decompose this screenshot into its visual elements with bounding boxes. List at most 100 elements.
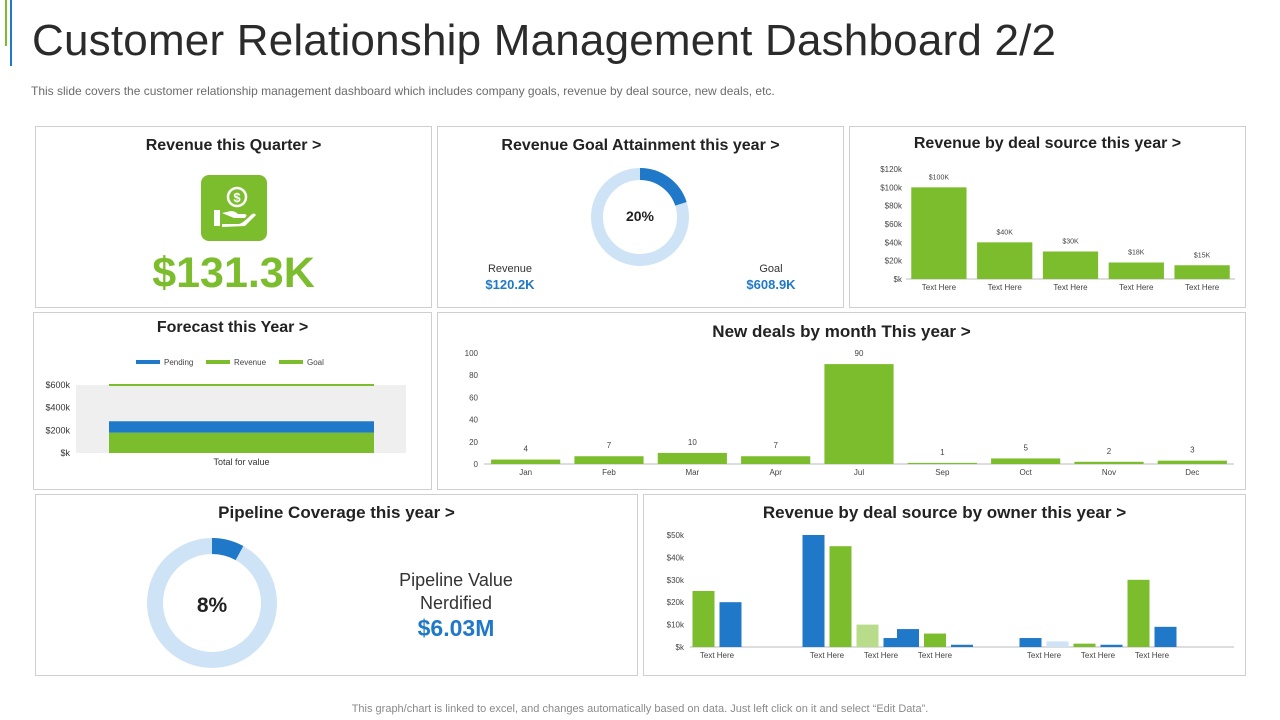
new-deals-chart: 0 20 40 60 80 100 4 Jan 7 Feb 10 Mar 7 Apr 90 Jul 1 Sep 5 O…: [465, 349, 1234, 477]
y-tick-label: $10k: [667, 621, 685, 630]
bar: [911, 187, 967, 279]
x-tick-label: Dec: [1185, 468, 1199, 477]
pipeline-donut-progress: [147, 538, 277, 668]
page-title: Customer Relationship Management Dashboa…: [32, 16, 1057, 65]
data-label: $40K: [997, 229, 1014, 236]
bar: [907, 462, 977, 464]
bar: [1157, 460, 1227, 464]
bar: [924, 633, 946, 647]
data-label: 2: [1107, 447, 1112, 456]
x-tick-label: Text Here: [918, 651, 953, 660]
y-tick-label: $40k: [885, 238, 903, 247]
data-label: $15K: [1194, 252, 1211, 259]
bar: [1046, 641, 1069, 647]
accent-bar-green: [5, 0, 7, 46]
revenue-quarter-value: $131.3K: [152, 249, 315, 297]
bar: [1074, 461, 1144, 464]
bar: [741, 456, 811, 464]
goal-revenue-value: $120.2K: [485, 277, 535, 292]
goal-donut-progress: [591, 168, 689, 266]
bar: [951, 644, 973, 647]
legend-swatch: [136, 360, 160, 364]
pipeline-donut: [147, 538, 277, 668]
y-tick-label: 20: [469, 438, 478, 447]
panel-goal-attainment: Revenue Goal Attainment this year > 20% …: [437, 126, 844, 308]
x-tick-label: Jan: [519, 468, 532, 477]
x-tick-label: Jul: [854, 468, 864, 477]
bar: [1100, 644, 1123, 647]
bar: [802, 535, 825, 647]
bar-pending: [109, 421, 374, 433]
bar: [1019, 638, 1042, 647]
money-hand-icon: $: [201, 175, 267, 241]
revenue-quarter-title: Revenue this Quarter >: [145, 137, 322, 154]
page-subtitle: This slide covers the customer relations…: [31, 84, 775, 98]
x-tick-label: Text Here: [864, 651, 899, 660]
x-tick-label: Text Here: [922, 283, 957, 292]
y-tick-label: 80: [469, 371, 478, 380]
x-tick-label: Text Here: [1135, 651, 1170, 660]
y-tick-label: 100: [465, 349, 479, 358]
footnote: This graph/chart is linked to excel, and…: [351, 703, 929, 715]
bar: [1073, 643, 1096, 647]
x-tick-label: Text Here: [1185, 283, 1220, 292]
data-label: $18K: [1128, 250, 1145, 257]
bar: [856, 624, 879, 647]
owner-title: Revenue by deal source by owner this yea…: [762, 503, 1127, 522]
panel-deal-source: Revenue by deal source this year > $k $20…: [849, 126, 1246, 308]
owner-chart: $k $10k $20k $30k $40k $50k Text Here Text Here…: [667, 531, 1234, 660]
bar: [977, 242, 1033, 279]
forecast-chart: $k $200k $400k $600k Pending Revenue Goal Total…: [45, 358, 406, 467]
svg-text:$: $: [233, 190, 241, 205]
data-label: 90: [855, 349, 864, 358]
legend-label: Goal: [307, 358, 324, 367]
pipeline-value-label-1: Pipeline Value: [399, 570, 513, 590]
y-tick-label: $600k: [45, 380, 70, 390]
y-tick-label: $k: [894, 275, 903, 284]
new-deals-title: New deals by month This year >: [712, 322, 971, 341]
data-label: 7: [773, 441, 778, 450]
bar: [1174, 265, 1230, 279]
y-tick-label: 60: [469, 393, 478, 402]
x-tick-label: Text Here: [1027, 651, 1062, 660]
x-tick-label: Nov: [1102, 468, 1116, 477]
y-tick-label: $60k: [885, 220, 903, 229]
y-tick-label: $400k: [45, 403, 70, 413]
data-label: 5: [1023, 443, 1028, 452]
data-label: 4: [523, 445, 528, 454]
pipeline-percent-label: 8%: [196, 594, 228, 617]
data-label: 3: [1190, 446, 1195, 455]
y-tick-label: $120k: [880, 165, 903, 174]
x-tick-label: Text Here: [1081, 651, 1116, 660]
x-tick-label: Feb: [602, 468, 616, 477]
bar: [829, 546, 852, 647]
data-label: $100K: [929, 174, 950, 181]
deal-source-title: Revenue by deal source this year >: [913, 135, 1182, 152]
goal-donut: [591, 168, 689, 266]
bar: [1154, 626, 1177, 647]
y-tick-label: $20k: [667, 598, 685, 607]
bar: [657, 452, 727, 464]
bar: [491, 459, 561, 464]
goal-revenue-label: Revenue: [487, 263, 533, 275]
goal-goal-value: $608.9K: [746, 277, 796, 292]
y-tick-label: 0: [474, 460, 479, 469]
bar: [1042, 251, 1099, 279]
bar: [574, 456, 644, 464]
y-tick-label: $20k: [885, 257, 903, 266]
x-tick-label: Text Here: [1119, 283, 1154, 292]
bar: [692, 591, 715, 647]
x-tick-label: Text Here: [988, 283, 1023, 292]
x-tick-label: Total for value: [213, 457, 269, 467]
legend-swatch: [279, 360, 303, 364]
x-tick-label: Text Here: [810, 651, 845, 660]
goal-attainment-title: Revenue Goal Attainment this year >: [501, 137, 780, 154]
data-label: 1: [940, 448, 945, 457]
accent-bar-blue: [10, 0, 12, 66]
pipeline-value-label-2: Nerdified: [419, 593, 493, 613]
y-tick-label: $k: [676, 643, 685, 652]
pipeline-value: $6.03M: [417, 615, 495, 641]
panel-revenue-quarter: Revenue this Quarter > $ $131.3K: [35, 126, 432, 308]
forecast-title: Forecast this Year >: [156, 319, 309, 336]
y-tick-label: $k: [60, 448, 70, 458]
